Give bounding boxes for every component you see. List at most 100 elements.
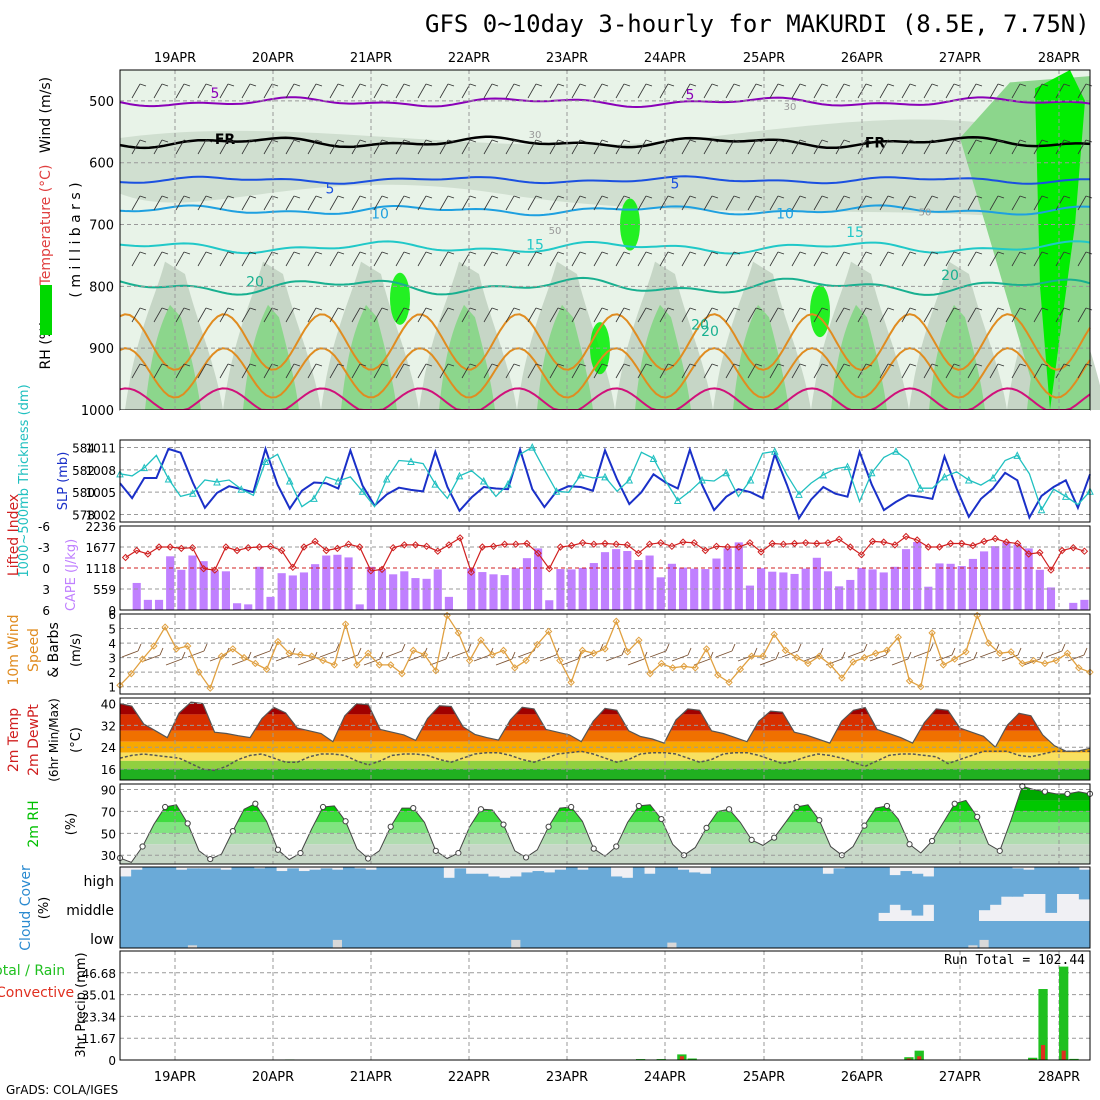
- temp-frame: [119, 697, 1091, 781]
- wind-marker: [736, 665, 745, 673]
- cloud-bar-high: [788, 867, 801, 894]
- temp-line: [119, 701, 1091, 752]
- wind-barb: [297, 658, 315, 666]
- wind-marker: [477, 636, 485, 644]
- cloud-bar-low: [788, 921, 801, 948]
- wind-barb: [241, 251, 251, 267]
- wind-barb: [579, 251, 587, 255]
- rh-marker: [207, 855, 214, 863]
- contour-label: 5: [686, 88, 695, 104]
- wind-barb: [293, 307, 301, 311]
- wind-barb: [439, 251, 449, 267]
- wind-barb: [769, 363, 779, 379]
- cape-bar: [924, 586, 933, 610]
- wind-barb: [293, 363, 301, 367]
- cloud-bar-middle: [777, 894, 790, 921]
- cloud-bar-high: [833, 868, 846, 894]
- thickness-tick: 578: [72, 509, 95, 523]
- cloud-bar-high: [577, 869, 589, 894]
- wind-barb: [645, 83, 653, 87]
- cloud-bar-low: [365, 921, 377, 948]
- wind-marker: [815, 652, 824, 660]
- wind-barb: [777, 251, 785, 255]
- li-marker: [991, 534, 999, 543]
- wind-barb: [483, 83, 493, 99]
- wind-barb: [363, 658, 381, 666]
- cloud-bar-middle: [242, 894, 255, 921]
- wind-barb: [373, 195, 383, 211]
- rh-marker: [996, 847, 1003, 854]
- wind-barb: [879, 83, 889, 99]
- cloud-layer-label: low: [90, 932, 114, 948]
- cloud-bar-middle: [900, 894, 913, 911]
- wind-marker: [691, 664, 699, 672]
- cloud-bar-high: [855, 867, 868, 894]
- wind-barb: [319, 650, 337, 658]
- wind-barb: [381, 307, 389, 311]
- date-tick-bottom: 25APR: [743, 1070, 785, 1085]
- wind-marker: [838, 674, 846, 682]
- thickness-marker: [261, 457, 270, 466]
- wind-barb: [307, 195, 317, 211]
- cloud-bar-middle: [220, 894, 232, 921]
- thickness-marker: [164, 474, 173, 483]
- rh-band: [831, 304, 887, 410]
- wind-barb: [423, 647, 428, 656]
- wind-barb: [1063, 195, 1071, 199]
- wind-barb: [1077, 195, 1087, 211]
- cloud-bar-low: [1011, 921, 1024, 948]
- cape-bar: [1013, 544, 1022, 610]
- wind-barb: [1033, 251, 1043, 267]
- wind-barb: [491, 251, 499, 255]
- cloud-bar-low: [632, 921, 645, 948]
- wind-marker: [206, 684, 214, 692]
- cloud-bar-high: [1056, 867, 1069, 894]
- thickness-marker: [625, 475, 634, 484]
- cloud-bar-low: [922, 921, 935, 948]
- wind-barb: [909, 363, 917, 367]
- cloud-bar-low: [621, 921, 634, 948]
- wind-barb: [989, 363, 999, 379]
- wind-marker: [860, 653, 869, 662]
- wind-marker: [950, 655, 959, 663]
- wind-barb: [379, 651, 384, 660]
- cape-bar: [768, 571, 777, 610]
- cape-bar: [166, 556, 175, 610]
- cloud-bar-middle: [142, 894, 154, 921]
- wind-barb: [293, 139, 301, 143]
- cloud-bar-high: [186, 868, 199, 894]
- wind-barb: [469, 307, 477, 311]
- wind-barb: [555, 647, 560, 656]
- wind-barb: [219, 139, 229, 155]
- contour-label: 50: [549, 226, 562, 237]
- contour-label: 5: [671, 177, 680, 193]
- cloud-bar-high: [933, 867, 946, 894]
- cloud-bar-middle: [677, 894, 690, 921]
- cloud-bar-middle: [565, 894, 578, 921]
- wind-barb: [417, 195, 427, 211]
- wind-barb: [359, 363, 367, 367]
- thickness-line: [119, 446, 1091, 512]
- temp-band: [120, 702, 1090, 715]
- wind-barb: [791, 83, 801, 99]
- cloud-bar-middle: [231, 894, 244, 921]
- cloud-bar-middle: [878, 894, 890, 913]
- wind-barb: [131, 307, 141, 323]
- li-marker: [489, 542, 498, 551]
- wind-marker: [274, 637, 282, 646]
- cloud-layer-label: high: [83, 874, 114, 890]
- ylabel-units: ( m i l l i b a r s ): [68, 182, 84, 297]
- ylabel-rh2m: 2m RH: [26, 800, 42, 847]
- rh-marker: [590, 845, 597, 852]
- cloud-bar-middle: [811, 894, 823, 921]
- wind-barb: [139, 139, 147, 143]
- cape-bar: [545, 600, 554, 610]
- cape-bar: [210, 570, 219, 610]
- cloud-bar-middle: [443, 894, 455, 921]
- wind-barb: [557, 195, 565, 199]
- cloud-bar-low: [1023, 921, 1035, 948]
- precip-bar-total: [914, 1050, 924, 1060]
- wind-barb: [615, 363, 625, 379]
- cloud-bar-middle: [276, 894, 288, 921]
- wind-marker: [1007, 648, 1015, 656]
